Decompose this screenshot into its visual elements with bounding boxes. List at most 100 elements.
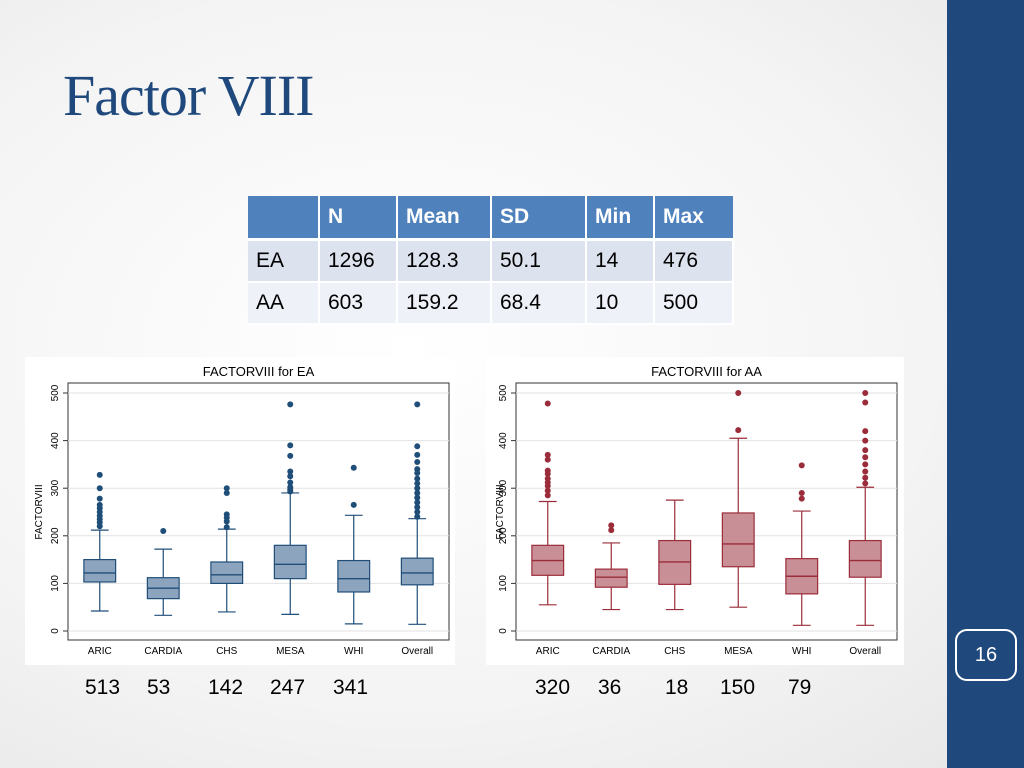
box-iqr: [721, 512, 755, 568]
summary-table: N Mean SD Min Max EA 1296 128.3 50.1 14 …: [248, 196, 734, 325]
outlier-point: [414, 443, 421, 450]
sample-count: 79: [788, 676, 812, 699]
table-row-label: EA: [248, 239, 320, 283]
chart-title: FACTORVIII for AA: [651, 364, 762, 379]
outlier-point: [414, 513, 421, 520]
table-header-row: N Mean SD Min Max: [248, 196, 733, 241]
box-iqr: [848, 539, 882, 578]
y-tick-label: 300: [498, 479, 509, 496]
x-tick-label: ARIC: [536, 646, 560, 657]
plot-area: [515, 382, 898, 641]
y-tick-label: 500: [50, 384, 61, 401]
outlier-point: [735, 427, 742, 434]
table-cell: 159.2: [397, 282, 492, 325]
table-cell: 68.4: [491, 282, 587, 325]
x-tick-label: Overall: [401, 646, 433, 657]
y-tick-label: 100: [498, 575, 509, 592]
box-iqr: [400, 557, 434, 586]
outlier-point: [735, 390, 742, 396]
outlier-point: [287, 442, 294, 449]
outlier-point: [544, 467, 551, 474]
table-cell: 1296: [319, 239, 398, 283]
table-header-cell: Mean: [397, 196, 492, 241]
table-row: AA 603 159.2 68.4 10 500: [248, 282, 734, 325]
outlier-point: [414, 485, 421, 492]
box-iqr: [210, 561, 244, 584]
outlier-point: [544, 475, 551, 482]
outlier-point: [862, 447, 869, 454]
outlier-point: [287, 473, 294, 480]
outlier-point: [223, 489, 230, 496]
table-row-label: AA: [248, 282, 320, 325]
x-tick-label: Overall: [849, 646, 881, 657]
outlier-point: [414, 489, 421, 496]
outlier-point: [544, 492, 551, 499]
table-cell: 128.3: [397, 239, 492, 283]
sample-count: 142: [208, 676, 244, 699]
outlier-point: [544, 451, 551, 458]
outlier-point: [608, 527, 615, 534]
table-cell: 14: [586, 239, 655, 283]
table-header-cell: [248, 196, 320, 241]
outlier-point: [96, 495, 103, 502]
outlier-point: [798, 462, 805, 469]
outlier-point: [350, 501, 357, 508]
outlier-point: [862, 390, 869, 396]
table-header-cell: N: [319, 196, 398, 241]
table-cell: 10: [586, 282, 655, 325]
sample-count: 150: [720, 676, 756, 699]
outlier-point: [223, 511, 230, 518]
outlier-point: [414, 451, 421, 458]
box-iqr: [83, 559, 117, 583]
sample-count: 36: [598, 676, 622, 699]
sample-count: 320: [535, 676, 571, 699]
outlier-point: [862, 480, 869, 487]
outlier-point: [414, 480, 421, 487]
outlier-point: [414, 466, 421, 473]
sample-count: 513: [85, 676, 121, 699]
y-tick-label: 300: [50, 479, 61, 496]
table-header-cell: Max: [654, 196, 733, 241]
outlier-point: [287, 401, 294, 408]
x-tick-label: CARDIA: [592, 646, 630, 657]
y-tick-label: 400: [498, 432, 509, 449]
box-iqr: [337, 559, 371, 593]
table-header-cell: Min: [586, 196, 655, 241]
outlier-point: [350, 464, 357, 471]
outlier-point: [798, 489, 805, 496]
table-cell: 50.1: [491, 239, 587, 283]
y-tick-label: 200: [50, 527, 61, 544]
box-iqr: [594, 568, 628, 588]
x-tick-label: CHS: [664, 646, 685, 657]
table-cell: 476: [654, 239, 734, 283]
outlier-point: [862, 474, 869, 481]
outlier-point: [96, 501, 103, 508]
outlier-point: [862, 468, 869, 475]
x-tick-label: CHS: [216, 646, 237, 657]
x-tick-label: MESA: [724, 646, 753, 657]
outlier-point: [96, 471, 103, 478]
x-tick-label: WHI: [792, 646, 811, 657]
outlier-point: [862, 454, 869, 461]
outlier-point: [798, 495, 805, 502]
y-tick-label: 100: [50, 575, 61, 592]
outlier-point: [223, 524, 230, 531]
outlier-point: [223, 485, 230, 492]
outlier-point: [608, 522, 615, 529]
outlier-point: [414, 475, 421, 482]
sample-count: 18: [665, 676, 689, 699]
outlier-point: [414, 401, 421, 408]
sample-count: 53: [147, 676, 171, 699]
x-tick-label: WHI: [344, 646, 363, 657]
outlier-point: [544, 400, 551, 407]
sample-count: 341: [333, 676, 369, 699]
y-axis-label: FACTORVIII: [34, 484, 45, 539]
outlier-point: [287, 479, 294, 486]
outlier-point: [414, 504, 421, 511]
y-axis-label: FACTORVIII: [495, 484, 506, 539]
outlier-point: [287, 484, 294, 491]
outlier-point: [414, 494, 421, 501]
slide-number-badge: 16: [955, 629, 1017, 681]
outlier-point: [160, 528, 167, 535]
outlier-point: [287, 468, 294, 475]
